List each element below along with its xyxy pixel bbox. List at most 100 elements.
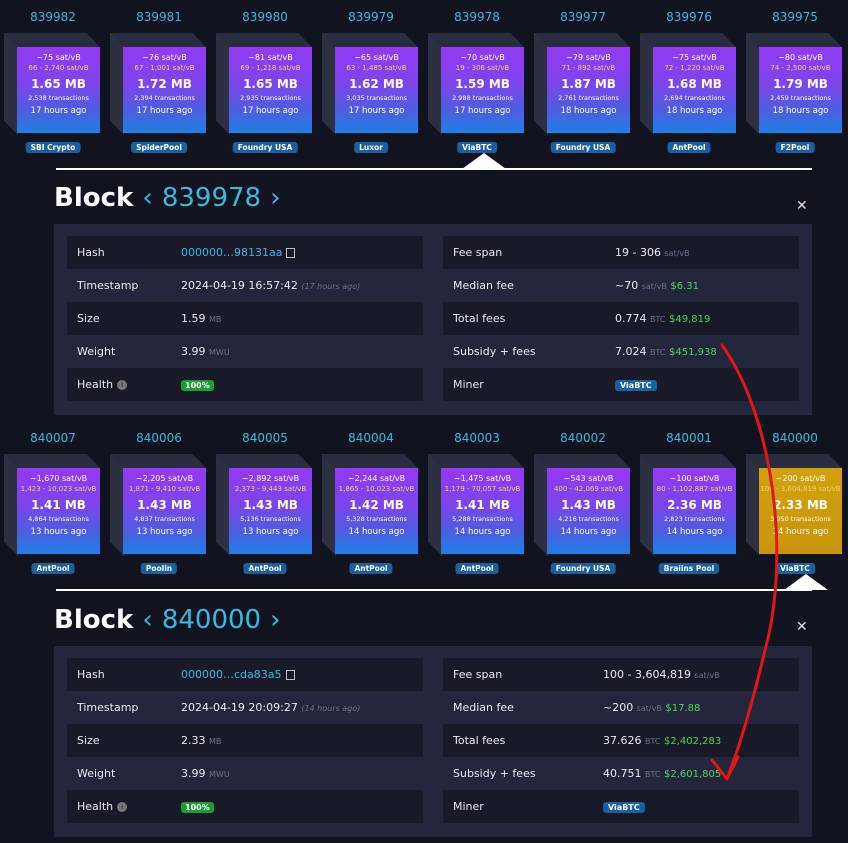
block-card[interactable]: 840007 ~1,670 sat/vB 1,423 - 10,023 sat/vB… — [0, 421, 106, 581]
block-card[interactable]: 839980 ~81 sat/vB 69 - 1,218 sat/vB 1.65 MB… — [212, 0, 318, 160]
block-height-link[interactable]: 839980 — [242, 10, 288, 24]
hash-link[interactable]: 000000…cda83a5 — [181, 668, 282, 681]
block-height-link[interactable]: 839982 — [30, 10, 76, 24]
block-height-link[interactable]: 840003 — [454, 431, 500, 445]
median-fee: ~75 sat/vB — [36, 53, 81, 62]
pool-badge[interactable]: SBI Crypto — [25, 142, 81, 153]
block-card[interactable]: 840005 ~2,892 sat/vB 2,373 - 9,443 sat/vB 1… — [212, 421, 318, 581]
pool-badge[interactable]: ViaBTC — [457, 142, 497, 153]
block-card[interactable]: 839979 ~65 sat/vB 63 - 1,485 sat/vB 1.62 MB… — [318, 0, 424, 160]
block-height-link[interactable]: 840005 — [242, 431, 288, 445]
block-card[interactable]: 840004 ~2,244 sat/vB 1,865 - 10,023 sat/vB… — [318, 421, 424, 581]
block-age: 14 hours ago — [560, 527, 617, 537]
cube-top — [322, 33, 418, 47]
block-card[interactable]: 840000 ~200 sat/vB 100 - 3,604,819 sat/vB 2… — [742, 421, 848, 581]
block-height-link[interactable]: 840004 — [348, 431, 394, 445]
block-height-link[interactable]: 840002 — [560, 431, 606, 445]
pool-badge[interactable]: AntPool — [243, 563, 287, 574]
next-block-arrow[interactable]: › — [270, 183, 281, 213]
cube-side — [216, 33, 230, 135]
block-card[interactable]: 839977 ~79 sat/vB 71 - 892 sat/vB 1.87 MB 2,… — [530, 0, 636, 160]
cube-side — [110, 454, 124, 556]
block-age: 18 hours ago — [666, 106, 723, 116]
block-card[interactable]: 839975 ~80 sat/vB 74 - 2,500 sat/vB 1.79 MB… — [742, 0, 848, 160]
hash-link[interactable]: 000000…98131aa — [181, 246, 283, 259]
block-height-link[interactable]: 839979 — [348, 10, 394, 24]
block-cube[interactable]: ~2,244 sat/vB 1,865 - 10,023 sat/vB 1.42 M… — [322, 454, 418, 556]
block-cube[interactable]: ~65 sat/vB 63 - 1,485 sat/vB 1.62 MB 3,035 … — [322, 33, 418, 135]
pool-badge[interactable]: AntPool — [667, 142, 711, 153]
block-card[interactable]: 839982 ~75 sat/vB 66 - 2,740 sat/vB 1.65 MB… — [0, 0, 106, 160]
block-card[interactable]: 840001 ~100 sat/vB 80 - 1,102,887 sat/vB 2.… — [636, 421, 742, 581]
block-card[interactable]: 839978 ~70 sat/vB 19 - 306 sat/vB 1.59 MB 2,… — [424, 0, 530, 160]
block-cube[interactable]: ~79 sat/vB 71 - 892 sat/vB 1.87 MB 2,761 tr… — [534, 33, 630, 135]
size-label: Size — [77, 734, 100, 747]
cube-side — [4, 33, 18, 135]
block-height-link[interactable]: 840007 — [30, 431, 76, 445]
block-cube[interactable]: ~2,892 sat/vB 2,373 - 9,443 sat/vB 1.43 MB… — [216, 454, 312, 556]
block-card[interactable]: 839981 ~76 sat/vB 67 - 1,001 sat/vB 1.72 MB… — [106, 0, 212, 160]
cube-side — [110, 33, 124, 135]
next-block-arrow[interactable]: › — [270, 605, 281, 635]
block-card[interactable]: 840003 ~1,475 sat/vB 1,179 - 70,057 sat/vB… — [424, 421, 530, 581]
pool-badge[interactable]: Foundry USA — [550, 563, 616, 574]
block-height-link[interactable]: 839978 — [454, 10, 500, 24]
pool-badge[interactable]: Foundry USA — [232, 142, 298, 153]
tx-count: 2,538 transactions — [28, 94, 89, 102]
block-cube[interactable]: ~100 sat/vB 80 - 1,102,887 sat/vB 2.36 MB 2… — [640, 454, 736, 556]
block-cube[interactable]: ~200 sat/vB 100 - 3,604,819 sat/vB 2.33 MB… — [746, 454, 842, 556]
pool-badge[interactable]: SpiderPool — [131, 142, 187, 153]
block-cube[interactable]: ~80 sat/vB 74 - 2,500 sat/vB 1.79 MB 2,459 … — [746, 33, 842, 135]
prev-block-arrow[interactable]: ‹ — [142, 183, 153, 213]
block-height-link[interactable]: 839977 — [560, 10, 606, 24]
block-height-link[interactable]: 839981 — [136, 10, 182, 24]
block-cube[interactable]: ~2,205 sat/vB 1,871 - 9,410 sat/vB 1.43 MB… — [110, 454, 206, 556]
pool-badge[interactable]: ViaBTC — [775, 563, 815, 574]
block-card[interactable]: 840006 ~2,205 sat/vB 1,871 - 9,410 sat/vB 1… — [106, 421, 212, 581]
block-height-link[interactable]: 839975 — [772, 10, 818, 24]
copy-icon[interactable] — [285, 670, 295, 680]
cube-face: ~2,205 sat/vB 1,871 - 9,410 sat/vB 1.43 MB… — [123, 468, 206, 554]
copy-icon[interactable] — [286, 248, 296, 258]
block-height-link[interactable]: 839976 — [666, 10, 712, 24]
info-icon[interactable]: i — [117, 380, 128, 390]
cube-face: ~2,244 sat/vB 1,865 - 10,023 sat/vB 1.42 M… — [335, 468, 418, 554]
block-height-link[interactable]: 840000 — [772, 431, 818, 445]
pool-badge[interactable]: AntPool — [349, 563, 393, 574]
cube-top — [640, 454, 736, 468]
block-height-link[interactable]: 840001 — [666, 431, 712, 445]
block-cube[interactable]: ~75 sat/vB 72 - 1,220 sat/vB 1.68 MB 2,694 … — [640, 33, 736, 135]
cube-top — [534, 33, 630, 47]
miner-badge[interactable]: ViaBTC — [603, 802, 645, 813]
block-cube[interactable]: ~75 sat/vB 66 - 2,740 sat/vB 1.65 MB 2,538 … — [4, 33, 100, 135]
miner-badge[interactable]: ViaBTC — [615, 380, 657, 391]
info-icon[interactable]: i — [117, 802, 128, 812]
total-fees-unit: BTC — [645, 737, 661, 746]
pool-badge[interactable]: Braiins Pool — [658, 563, 720, 574]
close-icon[interactable]: ✕ — [796, 198, 808, 214]
block-cube[interactable]: ~543 sat/vB 400 - 42,069 sat/vB 1.43 MB 4,2… — [534, 454, 630, 556]
block-cube[interactable]: ~1,475 sat/vB 1,179 - 70,057 sat/vB 1.41 M… — [428, 454, 524, 556]
prev-block-arrow[interactable]: ‹ — [142, 605, 153, 635]
pool-badge[interactable]: F2Pool — [775, 142, 815, 153]
block-cube[interactable]: ~81 sat/vB 69 - 1,218 sat/vB 1.65 MB 2,935 … — [216, 33, 312, 135]
close-icon[interactable]: ✕ — [796, 619, 808, 635]
pool-badge[interactable]: AntPool — [455, 563, 499, 574]
pool-badge[interactable]: Poolin — [140, 563, 178, 574]
block-card[interactable]: 839976 ~75 sat/vB 72 - 1,220 sat/vB 1.68 MB… — [636, 0, 742, 160]
total-fees-row: Total fees 37.626 BTC $2,402,283 — [443, 724, 799, 757]
timestamp-value: 2024-04-19 20:09:27 — [181, 701, 298, 714]
pool-badge[interactable]: Luxor — [354, 142, 388, 153]
median-value: ~70 — [615, 279, 639, 292]
block-height-link[interactable]: 840006 — [136, 431, 182, 445]
cube-top — [216, 454, 312, 468]
pool-badge[interactable]: AntPool — [31, 563, 75, 574]
feespan-value: 100 - 3,604,819 — [603, 668, 691, 681]
tx-count: 2,761 transactions — [558, 94, 619, 102]
block-title: Block ‹ 839978 › — [54, 183, 281, 213]
block-card[interactable]: 840002 ~543 sat/vB 400 - 42,069 sat/vB 1.43… — [530, 421, 636, 581]
pool-badge[interactable]: Foundry USA — [550, 142, 616, 153]
block-cube[interactable]: ~70 sat/vB 19 - 306 sat/vB 1.59 MB 2,988 tr… — [428, 33, 524, 135]
block-cube[interactable]: ~76 sat/vB 67 - 1,001 sat/vB 1.72 MB 2,394 … — [110, 33, 206, 135]
block-cube[interactable]: ~1,670 sat/vB 1,423 - 10,023 sat/vB 1.41 M… — [4, 454, 100, 556]
